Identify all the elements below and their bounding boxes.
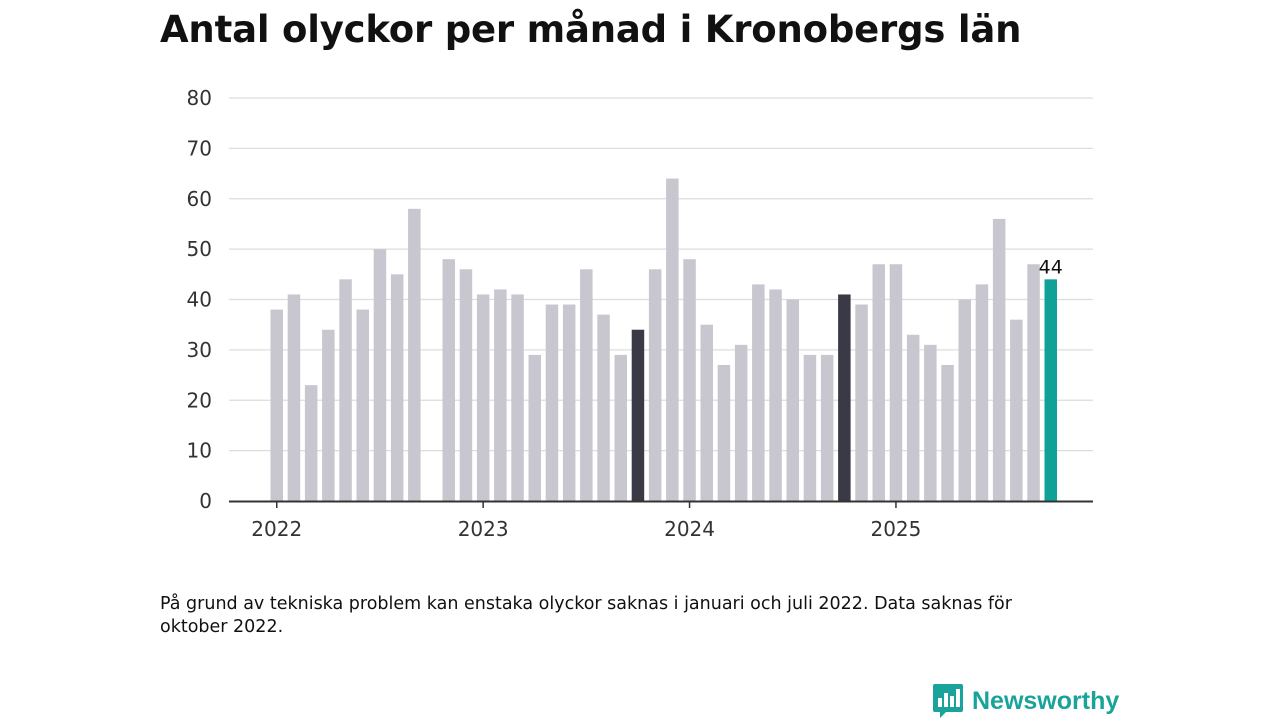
bar-2025-04 [941, 364, 954, 501]
chart-title: Antal olyckor per månad i Kronobergs län [160, 8, 1022, 51]
bar-2025-02 [906, 334, 920, 501]
x-tick-label: 2023 [458, 517, 509, 541]
bar-2025-03 [924, 344, 937, 501]
x-tick-label: 2022 [251, 517, 302, 541]
latest-value-label: 44 [1039, 256, 1063, 278]
bar-2024-10 [838, 294, 851, 501]
bar-2024-06 [769, 289, 782, 501]
bar-2025-10 [1044, 279, 1057, 501]
bar-2023-01 [476, 294, 490, 501]
bar-2022-09 [408, 208, 421, 501]
y-tick-label: 30 [187, 338, 212, 362]
bar-2022-07 [373, 249, 387, 501]
bar-2023-02 [494, 289, 507, 501]
data-labels: 44 [1039, 256, 1063, 278]
bar-2025-07 [992, 218, 1006, 501]
bars [270, 178, 1057, 501]
bar-2023-09 [614, 354, 627, 501]
bar-chart: 0 10 20 30 40 50 60 70 80 2022 2023 2024 2025 44 [187, 86, 1093, 541]
bar-2023-05 [545, 304, 559, 501]
bar-2023-10 [631, 329, 645, 501]
bar-2022-02 [287, 294, 301, 501]
bar-2024-01 [683, 259, 696, 501]
bar-2023-11 [648, 269, 662, 501]
bar-2022-12 [459, 269, 473, 501]
y-tick-label: 40 [187, 288, 212, 312]
y-tick-label: 80 [187, 86, 212, 110]
bar-2025-08 [1010, 319, 1023, 501]
y-tick-label: 70 [187, 136, 212, 160]
y-tick-label: 20 [187, 388, 212, 412]
bar-2022-11 [442, 259, 455, 501]
bar-2022-03 [304, 385, 318, 501]
y-tick-label: 0 [199, 489, 212, 513]
bar-2023-04 [528, 354, 541, 501]
bar-2023-07 [580, 269, 593, 501]
x-axis-ticks: 2022 2023 2024 2025 [251, 501, 921, 541]
bar-2025-05 [958, 299, 971, 501]
bar-2024-11 [855, 304, 868, 501]
newsworthy-logo-icon [933, 684, 963, 718]
bar-2023-03 [511, 294, 524, 501]
bar-2023-12 [666, 178, 679, 501]
bar-2024-05 [752, 284, 765, 501]
bar-2022-08 [390, 274, 404, 501]
bar-2022-04 [322, 329, 335, 501]
bar-2025-09 [1027, 264, 1040, 501]
bar-2023-06 [562, 304, 576, 501]
bar-2024-12 [872, 264, 885, 501]
bar-2024-09 [820, 354, 834, 501]
bar-2022-01 [270, 309, 283, 501]
y-tick-label: 10 [187, 439, 212, 463]
bar-2024-03 [717, 364, 731, 501]
x-tick-label: 2025 [870, 517, 921, 541]
y-tick-label: 60 [187, 187, 212, 211]
bar-2024-08 [803, 354, 817, 501]
bar-2024-04 [734, 344, 748, 501]
x-tick-label: 2024 [664, 517, 715, 541]
y-tick-label: 50 [187, 237, 212, 261]
newsworthy-logo[interactable]: Newsworthy [932, 683, 1119, 719]
y-axis-ticks: 0 10 20 30 40 50 60 70 80 [187, 86, 212, 513]
bar-2024-07 [786, 299, 799, 501]
bar-2025-01 [889, 264, 903, 501]
bar-2024-02 [700, 324, 713, 501]
bar-2022-06 [356, 309, 369, 501]
bar-2025-06 [975, 284, 989, 501]
bar-2022-05 [339, 279, 352, 501]
brand-name: Newsworthy [972, 686, 1120, 715]
footnote: På grund av tekniska problem kan enstaka… [160, 594, 1012, 637]
bar-2023-08 [597, 314, 610, 501]
